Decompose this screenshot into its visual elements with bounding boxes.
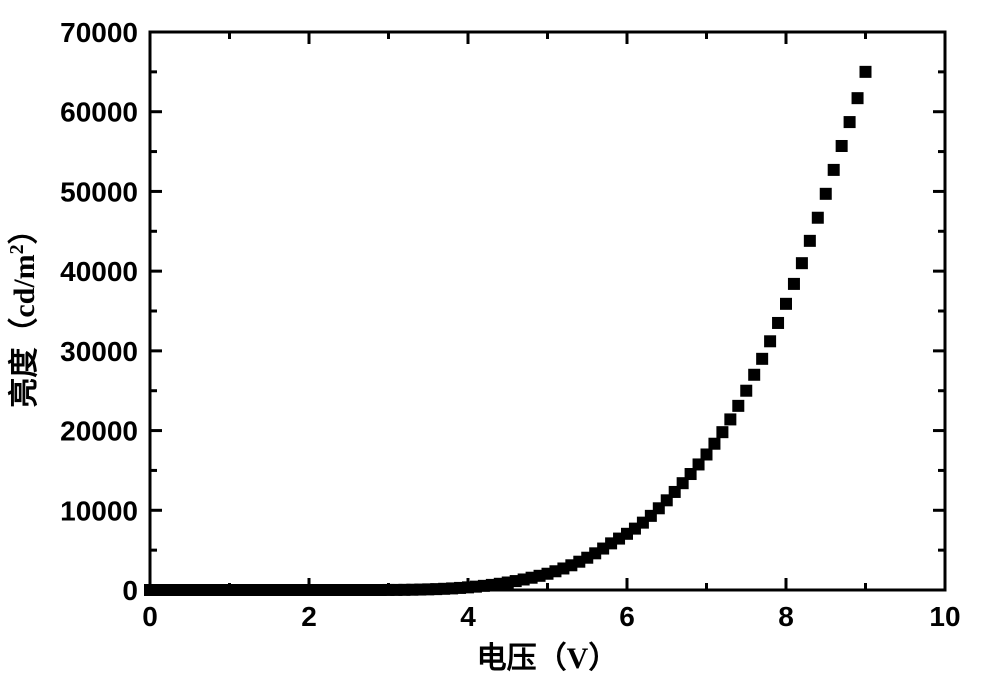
y-tick-label: 30000 <box>60 336 138 367</box>
data-point <box>844 116 856 128</box>
data-point <box>820 188 832 200</box>
data-point <box>740 385 752 397</box>
luminance-voltage-chart: 0 2 4 6 8 10 0 10000 20000 30000 40000 50000 60000 70… <box>0 0 1000 692</box>
data-point <box>716 426 728 438</box>
data-point <box>732 400 744 412</box>
x-tick-label: 2 <box>301 601 317 632</box>
data-point <box>788 278 800 290</box>
y-tick-label: 60000 <box>60 97 138 128</box>
x-tick-label: 8 <box>778 601 794 632</box>
y-tick-label: 40000 <box>60 256 138 287</box>
y-tick-label: 10000 <box>60 495 138 526</box>
x-tick-label: 0 <box>142 601 158 632</box>
y-tick-label: 0 <box>122 575 138 606</box>
data-point <box>708 438 720 450</box>
x-tick-label: 4 <box>460 601 476 632</box>
data-point <box>804 235 816 247</box>
data-point <box>852 92 864 104</box>
data-point <box>812 212 824 224</box>
data-point <box>756 353 768 365</box>
chart-svg: 0 2 4 6 8 10 0 10000 20000 30000 40000 50000 60000 70… <box>0 0 1000 692</box>
y-axis-label: 亮度（cd/m2） <box>6 214 41 407</box>
data-point <box>724 413 736 425</box>
x-tick-label: 10 <box>929 601 960 632</box>
data-point <box>764 335 776 347</box>
data-point <box>796 257 808 269</box>
data-point <box>780 298 792 310</box>
data-point <box>836 140 848 152</box>
y-tick-label: 50000 <box>60 176 138 207</box>
x-axis-label: 电压（V） <box>477 641 619 675</box>
data-point <box>860 66 872 78</box>
data-point <box>772 317 784 329</box>
y-tick-label: 20000 <box>60 416 138 447</box>
y-tick-label: 70000 <box>60 17 138 48</box>
data-point <box>828 164 840 176</box>
data-point <box>701 448 713 460</box>
data-point <box>748 369 760 381</box>
x-tick-label: 6 <box>619 601 635 632</box>
